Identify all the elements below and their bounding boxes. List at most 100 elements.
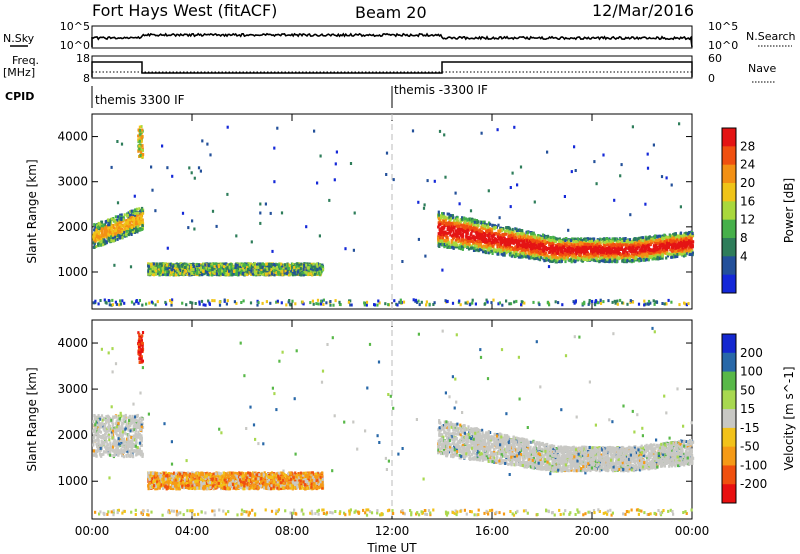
echo-cell [329,300,332,303]
echo-cell [280,301,283,305]
freq-unit: [MHz] [3,66,35,79]
echo-cell [533,200,536,204]
echo-cell [238,268,241,272]
echo-cell [260,271,263,274]
echo-cell [643,250,646,254]
echo-cell [456,219,460,223]
echo-cell [160,264,163,268]
echo-cell [250,240,253,244]
echo-cell [131,227,134,231]
echo-cell [312,271,315,275]
echo-cell [207,264,210,268]
echo-cell [675,234,678,238]
echo-cell [223,298,226,302]
echo-cell [105,241,108,245]
echo-cell [258,264,261,268]
echo-cell [245,268,248,272]
echo-cell [217,263,220,267]
echo-cell [417,237,420,241]
echo-cell [520,300,523,304]
echo-cell [92,241,95,245]
echo-cell [276,299,279,303]
echo-cell [105,225,108,228]
echo-cell [509,302,513,306]
echo-cell [241,266,244,270]
echo-cell [138,125,141,129]
echo-cell [131,230,134,234]
echo-cell [152,262,155,266]
echo-cell [247,262,251,266]
echo-cell [151,267,154,271]
echo-cell [458,299,461,303]
echo-cell [647,249,651,253]
freq-tick-bottom: 8 [83,72,90,85]
echo-cell [602,153,605,157]
echo-cell [264,269,267,273]
echo-cell [441,212,444,216]
echo-cell [250,267,253,271]
echo-cell [588,301,591,305]
echo-cell [461,226,464,230]
echo-cell [228,265,231,269]
echo-cell [634,253,637,257]
echo-cell [256,303,259,307]
echo-cell [192,268,195,271]
echo-cell [138,154,141,158]
echo-cell [288,273,291,277]
echo-cell [519,246,522,250]
echo-cell [450,238,453,242]
echo-cell [574,299,577,303]
echo-cell [250,269,253,273]
echo-cell [114,220,117,224]
echo-cell [562,238,565,242]
echo-cell [619,241,622,245]
echo-cell [667,246,671,249]
echo-cell [195,272,199,275]
echo-cell [438,233,441,237]
echo-cell [202,303,205,307]
echo-cell [593,160,596,164]
echo-cell [100,229,103,233]
echo-cell [164,300,167,304]
echo-cell [518,238,521,242]
echo-cell [274,271,277,274]
echo-cell [92,301,95,305]
echo-cell [102,223,105,227]
echo-cell [118,216,121,220]
echo-cell [170,272,173,276]
echo-cell [273,269,276,273]
echo-cell [399,300,402,304]
echo-cell [508,302,511,306]
echo-cell [107,223,110,227]
echo-cell [540,248,544,252]
echo-cell [292,269,295,273]
echo-cell [198,300,201,304]
echo-cell [616,299,619,303]
echo-cell [619,298,622,302]
echo-cell [215,272,218,276]
nave-tick-top: 60 [708,52,722,65]
echo-cell [401,260,404,263]
echo-cell [306,266,309,270]
echo-cell [498,301,501,305]
echo-cell [122,230,125,234]
echo-cell [145,302,148,306]
echo-cell [121,227,124,231]
echo-cell [110,227,113,231]
echo-cell [300,262,303,266]
echo-cell [107,233,111,237]
echo-cell [487,189,490,193]
echo-cell [130,226,133,229]
echo-cell [124,221,127,225]
echo-cell [134,208,137,212]
echo-cell [624,254,627,258]
echo-cell [130,223,133,227]
echo-cell [547,258,550,262]
echo-cell [201,139,204,143]
echo-cell [412,298,415,302]
echo-cell [112,239,115,243]
echo-cell [209,262,212,266]
echo-cell [335,150,338,154]
echo-cell [513,125,516,129]
echo-cell [181,211,185,215]
